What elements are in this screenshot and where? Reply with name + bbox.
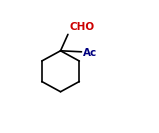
Text: Ac: Ac <box>83 48 97 58</box>
Text: CHO: CHO <box>69 22 94 32</box>
